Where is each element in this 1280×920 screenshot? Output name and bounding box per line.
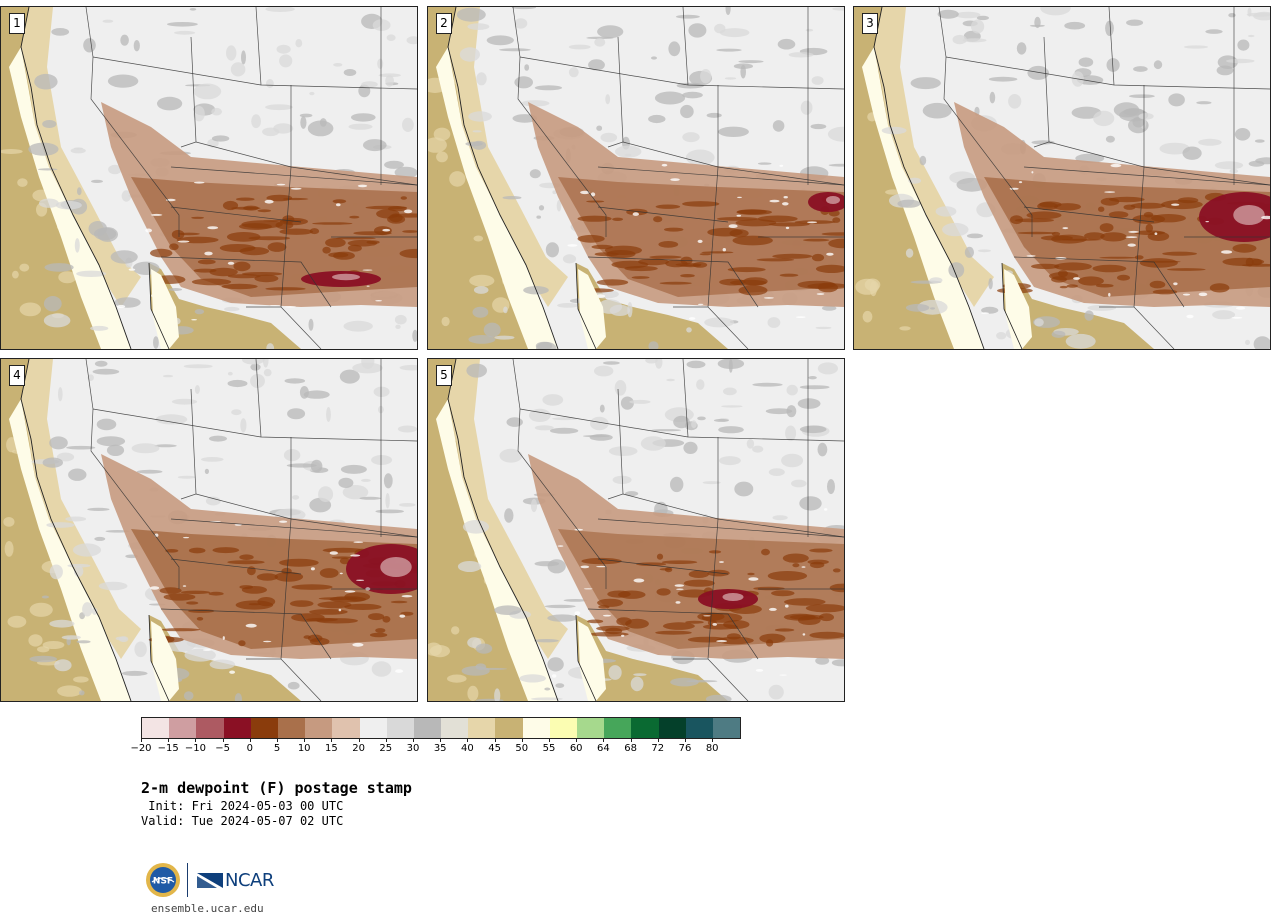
colorbar-tick bbox=[249, 738, 251, 742]
panel-number: 4 bbox=[9, 365, 25, 386]
map-panel-5: 5 bbox=[427, 358, 845, 702]
colorbar-tick bbox=[331, 738, 333, 742]
map-panel-4: 4 bbox=[0, 358, 418, 702]
colorbar-tick-label: 10 bbox=[297, 743, 311, 754]
colorbar-tick-label: 72 bbox=[651, 743, 665, 754]
colorbar-tick bbox=[168, 738, 170, 742]
colorbar-tick bbox=[603, 738, 605, 742]
colorbar-swatch bbox=[441, 718, 469, 738]
colorbar-swatch bbox=[495, 718, 523, 738]
colorbar-tick-label: 25 bbox=[379, 743, 393, 754]
chart-title: 2-m dewpoint (F) postage stamp bbox=[141, 779, 412, 797]
colorbar-tick-label: 45 bbox=[488, 743, 501, 754]
colorbar-swatch bbox=[250, 718, 278, 738]
colorbar-tick bbox=[576, 738, 578, 742]
colorbar-tick-label: 5 bbox=[273, 743, 281, 754]
colorbar-tick bbox=[141, 738, 142, 742]
nsf-logo-icon: NSF bbox=[146, 863, 180, 897]
colorbar-tick-label: 55 bbox=[542, 743, 556, 754]
colorbar-swatch bbox=[549, 718, 577, 738]
map-panel-3: 3 bbox=[853, 6, 1271, 350]
colorbar-swatch bbox=[386, 718, 414, 738]
colorbar-tick bbox=[440, 738, 442, 742]
init-time: Init: Fri 2024-05-03 00 UTC bbox=[141, 799, 344, 813]
ncar-wordmark: NCAR bbox=[225, 869, 274, 891]
dewpoint-map bbox=[854, 7, 1270, 349]
valid-time: Valid: Tue 2024-05-07 02 UTC bbox=[141, 814, 344, 828]
colorbar-swatch bbox=[658, 718, 686, 738]
colorbar-swatch bbox=[196, 718, 224, 738]
colorbar-tick bbox=[657, 738, 659, 742]
colorbar-tick-label: 76 bbox=[678, 743, 692, 754]
colorbar-tick-label: 30 bbox=[406, 743, 420, 754]
colorbar-tick bbox=[277, 738, 278, 742]
colorbar bbox=[141, 717, 742, 739]
colorbar-tick bbox=[304, 738, 306, 742]
colorbar-tick bbox=[521, 738, 523, 742]
colorbar-tick bbox=[385, 738, 387, 742]
colorbar-tick bbox=[685, 738, 686, 742]
colorbar-tick-label: 80 bbox=[705, 743, 719, 754]
panel-number: 5 bbox=[436, 365, 452, 386]
colorbar-swatch bbox=[142, 718, 170, 738]
map-panel-2: 2 bbox=[427, 6, 845, 350]
colorbar-tick-label: 40 bbox=[461, 743, 474, 754]
logo-divider bbox=[187, 863, 188, 897]
colorbar-swatch bbox=[305, 718, 333, 738]
colorbar-tick bbox=[630, 738, 632, 742]
colorbar-tick-label: −10 bbox=[184, 743, 206, 754]
colorbar-swatch bbox=[169, 718, 197, 738]
colorbar-tick-label: 20 bbox=[352, 743, 365, 754]
colorbar-tick-label: 15 bbox=[325, 743, 338, 754]
colorbar-tick-label: 50 bbox=[515, 743, 529, 754]
colorbar-swatch bbox=[577, 718, 605, 738]
colorbar-swatch bbox=[712, 718, 741, 738]
panel-number: 2 bbox=[436, 13, 452, 34]
dewpoint-map bbox=[428, 7, 844, 349]
colorbar-tick bbox=[494, 738, 496, 742]
colorbar-labels: −20 −15 −10 −5 0 5 10 15 20 25 30 35 40 45 50 55 60 64 68 7… bbox=[130, 743, 771, 757]
dewpoint-map bbox=[428, 359, 844, 701]
colorbar-swatch bbox=[413, 718, 442, 738]
colorbar-swatch bbox=[604, 718, 632, 738]
colorbar-swatch bbox=[332, 718, 360, 738]
colorbar-tick bbox=[549, 738, 550, 742]
colorbar-swatch bbox=[468, 718, 496, 738]
colorbar-tick bbox=[712, 738, 714, 742]
map-panel-1: 1 bbox=[0, 6, 418, 350]
dewpoint-map bbox=[1, 7, 417, 349]
dewpoint-map bbox=[1, 359, 417, 701]
colorbar-swatch bbox=[522, 718, 550, 738]
logo-group: NSF NCAR bbox=[145, 860, 274, 900]
colorbar-tick-label: 64 bbox=[597, 743, 610, 754]
colorbar-swatch bbox=[685, 718, 713, 738]
colorbar-swatch bbox=[631, 718, 659, 738]
colorbar-swatch bbox=[277, 718, 306, 738]
svg-text:NSF: NSF bbox=[153, 877, 173, 887]
colorbar-tick bbox=[467, 738, 469, 742]
colorbar-tick-label: 68 bbox=[624, 743, 637, 754]
colorbar-tick-label: 35 bbox=[433, 743, 447, 754]
panel-number: 3 bbox=[862, 13, 878, 34]
colorbar-swatch bbox=[223, 718, 251, 738]
colorbar-tick-label: −5 bbox=[215, 743, 230, 754]
colorbar-swatch bbox=[359, 718, 387, 738]
colorbar-tick bbox=[358, 738, 360, 742]
title-block: 2-m dewpoint (F) postage stamp Init: Fri… bbox=[141, 779, 412, 829]
colorbar-tick-label: 60 bbox=[569, 743, 583, 754]
colorbar-tick-label: −15 bbox=[157, 743, 179, 754]
ncar-logo: NCAR bbox=[197, 870, 274, 891]
colorbar-tick bbox=[222, 738, 224, 742]
panel-number: 1 bbox=[9, 13, 25, 34]
website-url: ensemble.ucar.edu bbox=[151, 902, 264, 915]
colorbar-tick bbox=[195, 738, 197, 742]
ncar-logo-icon bbox=[197, 873, 223, 888]
colorbar-tick-label: 0 bbox=[246, 743, 253, 754]
colorbar-tick-label: −20 bbox=[130, 743, 152, 754]
colorbar-tick bbox=[413, 738, 414, 742]
